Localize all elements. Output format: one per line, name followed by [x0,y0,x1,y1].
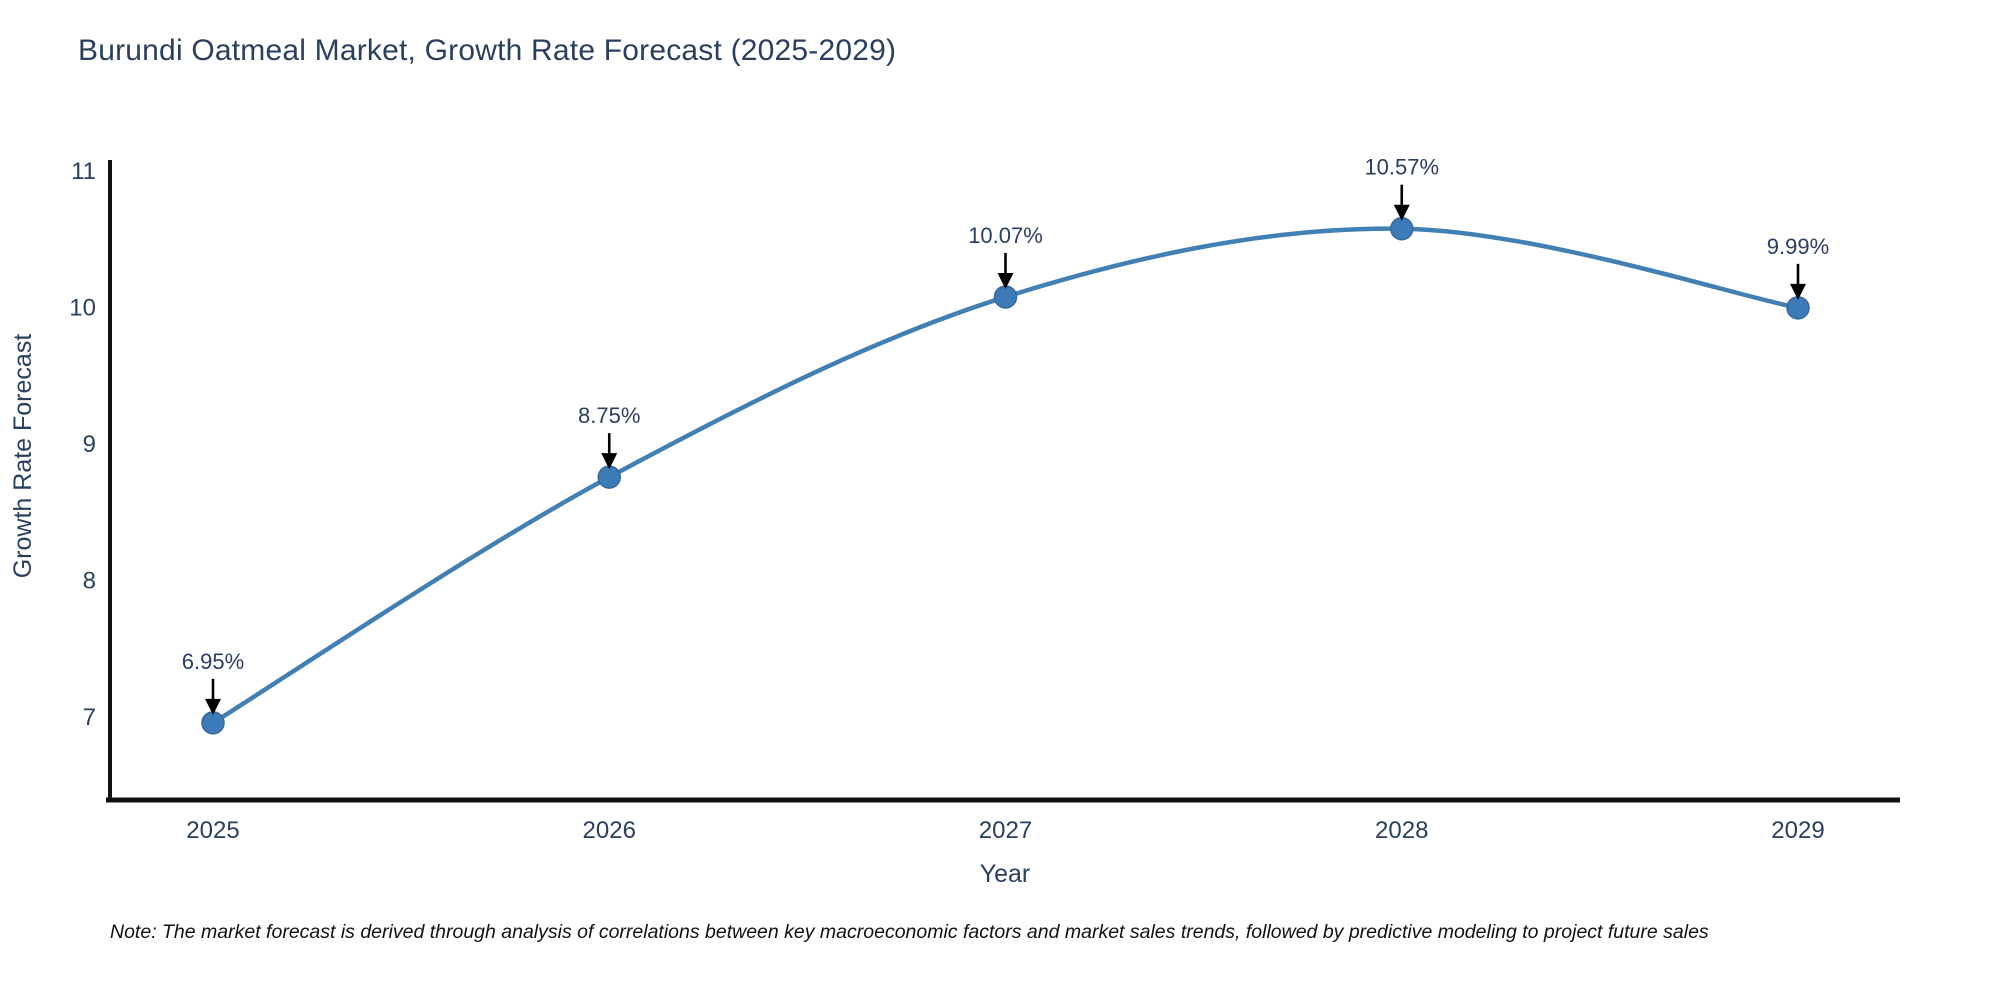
annotation-arrow-head [601,453,618,470]
data-point-label: 9.99% [1767,234,1829,259]
y-tick-label: 10 [69,295,96,322]
annotation-arrow-head [1790,283,1806,300]
chart-title: Burundi Oatmeal Market, Growth Rate Fore… [78,34,897,67]
y-axis-title: Growth Rate Forecast [9,333,37,579]
y-tick-label: 9 [83,431,96,458]
annotation-arrow-head [997,272,1014,289]
x-tick-label: 2026 [583,817,636,844]
data-point-marker [1390,216,1414,241]
data-point-label: 10.07% [968,223,1043,248]
y-tick-label: 11 [71,158,96,185]
x-axis-title: Year [979,860,1031,888]
data-point-label: 10.57% [1364,155,1439,180]
y-tick-label: 7 [83,704,96,731]
annotation-arrow-head [205,698,221,715]
y-tick-label: 8 [83,568,96,595]
data-point-label: 6.95% [182,649,244,674]
data-point-marker [201,711,225,735]
x-tick-label: 2029 [1771,817,1824,844]
data-point-marker [993,285,1018,309]
chart-footnote: Note: The market forecast is derived thr… [110,921,1709,943]
x-tick-label: 2028 [1375,817,1428,844]
x-tick-label: 2027 [979,817,1032,844]
data-point-marker [597,465,621,489]
x-tick-label: 2025 [186,817,239,844]
data-point-label: 8.75% [578,403,640,428]
annotation-arrow-head [1393,204,1410,221]
data-point-marker [1786,296,1810,320]
